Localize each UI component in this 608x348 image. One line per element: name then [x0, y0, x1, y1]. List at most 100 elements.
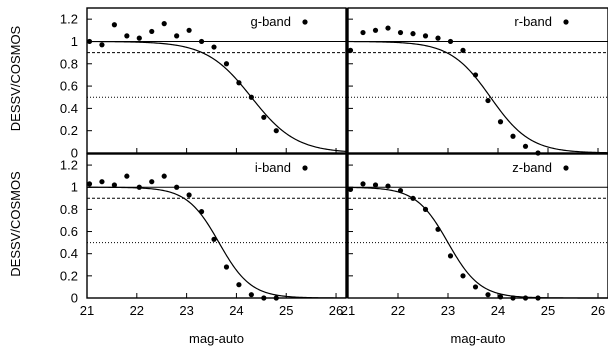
data-point	[422, 33, 429, 39]
data-point	[99, 179, 105, 185]
data-point	[99, 42, 105, 48]
data-point	[397, 187, 404, 194]
data-point	[472, 72, 479, 78]
data-point	[435, 226, 441, 232]
x-tick-label: 24	[491, 303, 505, 318]
y-tick-label: 1.2	[60, 158, 78, 173]
data-point	[174, 33, 180, 39]
data-point	[236, 282, 242, 288]
data-point	[385, 183, 391, 189]
y-tick-label: 0.6	[60, 224, 78, 239]
data-point	[186, 27, 192, 33]
data-point	[410, 195, 416, 201]
legend-label: g-band	[251, 14, 291, 29]
data-point	[360, 29, 366, 36]
x-tick-label: 25	[541, 303, 555, 318]
panel-g-band: 0 0.2 0.4 0.6 0.8 1 1.2 g-band DESSV/COSMOS	[8, 7, 347, 161]
y-tick-label: 0.6	[60, 79, 78, 94]
y-tick-label: 0.2	[60, 123, 78, 138]
legend-label: z-band	[512, 160, 552, 175]
data-point	[198, 209, 205, 215]
fit-curve	[347, 40, 608, 154]
y-tick-label: 1.2	[60, 12, 78, 27]
data-point	[136, 35, 142, 41]
x-tick-label: 23	[179, 303, 193, 318]
y-tick-label: 0	[71, 291, 78, 306]
data-point	[497, 294, 504, 300]
data-point	[410, 31, 416, 37]
legend-marker	[302, 165, 308, 171]
x-axis-title: mag-auto	[451, 331, 506, 346]
data-point	[422, 206, 429, 212]
legend-marker	[302, 19, 308, 25]
data-point	[223, 61, 230, 67]
data-point	[372, 27, 379, 33]
data-point	[136, 184, 142, 190]
data-point	[460, 273, 466, 279]
x-tick-label: 21	[80, 303, 94, 318]
y-tick-label: 0.8	[60, 202, 78, 217]
data-point	[248, 94, 254, 100]
data-point	[273, 128, 279, 134]
y-tick-label: 0.2	[60, 268, 78, 283]
y-axis-title: DESSV/COSMOS	[8, 171, 23, 277]
y-tick-label: 0.8	[60, 56, 78, 71]
data-point	[186, 192, 192, 198]
data-point	[510, 133, 516, 139]
data-point	[174, 184, 180, 190]
data-point	[223, 264, 230, 270]
legend-label: r-band	[514, 14, 552, 29]
data-point	[447, 38, 454, 45]
y-tick-label: 1	[71, 180, 78, 195]
data-point	[485, 292, 491, 298]
data-point	[198, 38, 205, 45]
data-point	[124, 173, 130, 179]
data-point	[211, 44, 217, 50]
legend-marker	[563, 19, 569, 25]
data-point	[472, 284, 479, 290]
data-point	[385, 25, 391, 31]
x-tick-label: 22	[391, 303, 405, 318]
legend-marker	[563, 165, 569, 171]
data-point	[497, 119, 504, 125]
data-point	[236, 80, 242, 86]
x-tick-label: 24	[229, 303, 243, 318]
data-point	[372, 182, 379, 188]
data-point	[447, 253, 454, 259]
data-point	[347, 47, 354, 53]
data-point	[149, 179, 155, 185]
data-point	[161, 21, 167, 27]
panel-i-band: 0 0.2 0.4 0.6 0.8 1 1.2 21 22 23 24 25 26 i-band DESSV…	[8, 153, 347, 346]
data-point	[347, 186, 354, 193]
data-point	[460, 47, 466, 53]
y-axis-title: DESSV/COSMOS	[8, 25, 23, 131]
y-tick-label: 0.4	[60, 101, 78, 116]
data-point	[149, 28, 155, 35]
data-point	[161, 173, 167, 179]
data-point	[111, 182, 117, 188]
x-tick-label: 26	[591, 303, 605, 318]
y-tick-label: 0	[71, 146, 78, 161]
data-point	[397, 29, 404, 36]
data-point	[124, 33, 130, 39]
data-point	[485, 97, 491, 104]
data-point	[261, 114, 267, 120]
data-point	[360, 181, 366, 187]
data-point	[435, 35, 441, 41]
data-point	[111, 22, 117, 28]
plot-frame	[86, 7, 347, 154]
x-tick-label: 26	[329, 303, 343, 318]
y-tick-label: 1	[71, 34, 78, 49]
x-axis-title: mag-auto	[189, 331, 244, 346]
x-tick-label: 25	[279, 303, 293, 318]
x-tick-label: 23	[441, 303, 455, 318]
y-tick-label: 0.4	[60, 246, 78, 261]
legend-label: i-band	[255, 160, 291, 175]
data-point	[522, 143, 529, 149]
panel-z-band: 21 22 23 24 25 26 z-band mag-auto	[341, 153, 608, 346]
x-tick-label: 21	[341, 303, 355, 318]
data-point	[86, 181, 93, 187]
data-point	[248, 292, 254, 298]
panel-r-band: r-band	[347, 7, 608, 156]
